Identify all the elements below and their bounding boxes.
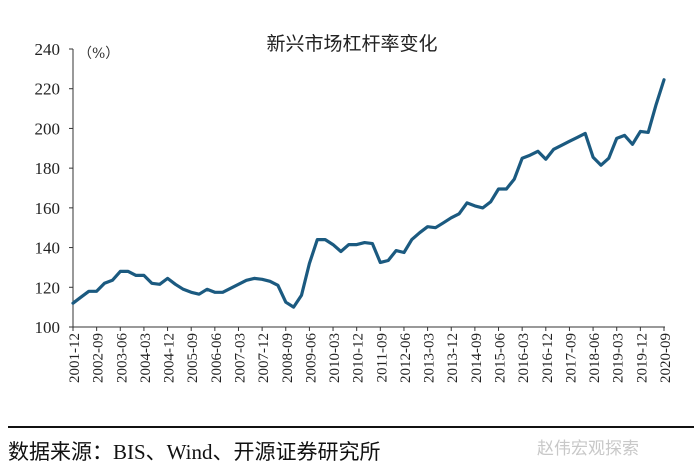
y-tick-label: 120 [35,278,61,297]
y-tick-label: 160 [35,199,61,218]
x-tick-label: 2010-03 [327,333,343,383]
x-tick-label: 2004-12 [162,333,178,383]
x-tick-label: 2020-09 [658,333,674,383]
y-tick-label: 180 [35,159,61,178]
x-tick-label: 2001-12 [67,333,83,383]
y-tick-label: 220 [35,80,61,99]
watermark: 赵伟宏观探索 [537,434,639,459]
x-tick-label: 2015-06 [493,333,509,383]
x-tick-label: 2007-12 [256,333,272,383]
x-tick-label: 2004-03 [138,333,154,383]
y-tick-label: 240 [35,40,61,59]
x-tick-label: 2010-12 [351,333,367,383]
x-tick-label: 2008-09 [280,333,296,383]
x-tick-label: 2009-06 [303,333,319,383]
x-tick-label: 2006-06 [209,333,225,383]
x-tick-label: 2013-03 [422,333,438,383]
x-tick-label: 2018-06 [587,333,603,383]
series-line [73,80,664,307]
chart-title: 新兴市场杠杆率变化 [266,33,437,55]
x-tick-label: 2011-09 [374,333,390,382]
x-tick-label: 2003-06 [114,333,130,383]
leverage-line-chart: 新兴市场杠杆率变化 （%） 100 120 140 160 180 200 220 240 2… [0,0,695,430]
x-tick-label: 2007-03 [232,333,248,383]
y-tick-label: 140 [35,239,61,258]
x-tick-label: 2019-03 [611,333,627,383]
x-tick-label: 2012-06 [398,333,414,383]
y-tick-label: 100 [35,318,61,337]
x-tick-label: 2002-09 [91,333,107,383]
x-tick-label: 2016-03 [516,333,532,383]
x-tick-label: 2019-12 [634,333,650,383]
footer-divider [8,426,694,428]
x-tick-label: 2005-09 [185,333,201,383]
y-tick-label: 200 [35,119,61,138]
x-tick-label: 2017-09 [563,333,579,383]
x-tick-label: 2013-12 [445,333,461,383]
y-axis-unit: （%） [78,46,119,62]
x-tick-label: 2014-09 [469,333,485,383]
x-tick-label: 2016-12 [540,333,556,383]
